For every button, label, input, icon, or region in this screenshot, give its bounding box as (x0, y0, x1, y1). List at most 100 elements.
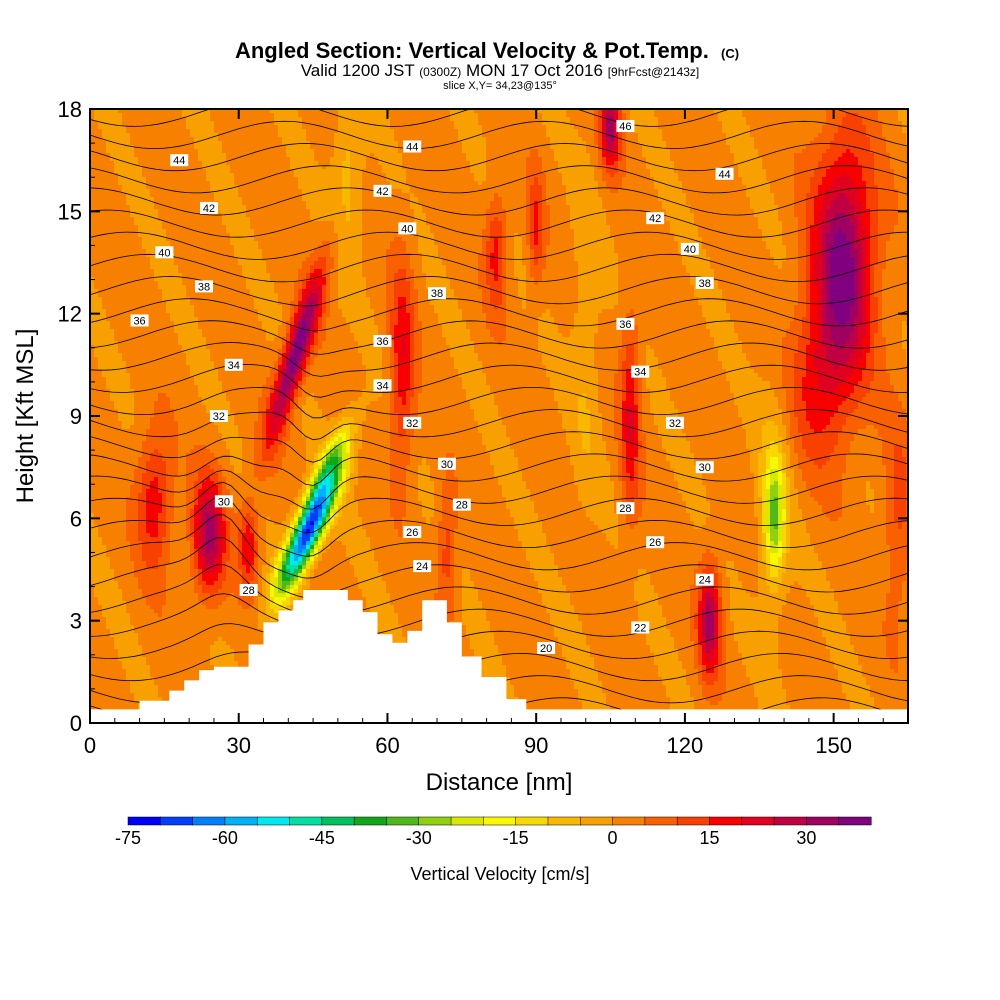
velocity-cell (654, 125, 659, 130)
velocity-cell (358, 169, 363, 174)
velocity-cell (246, 121, 251, 126)
velocity-cell (442, 109, 447, 114)
velocity-cell (222, 117, 227, 122)
velocity-cell (118, 205, 123, 210)
velocity-cell (678, 113, 683, 118)
velocity-cell (266, 157, 271, 162)
velocity-cell (658, 189, 663, 194)
velocity-cell (522, 181, 527, 186)
velocity-cell (262, 117, 267, 122)
velocity-cell (314, 137, 319, 142)
velocity-cell (278, 189, 283, 194)
velocity-cell (306, 161, 311, 166)
velocity-cell (878, 161, 883, 166)
velocity-cell (366, 137, 371, 142)
velocity-cell (618, 173, 623, 178)
velocity-cell (754, 181, 759, 186)
velocity-cell (618, 165, 623, 170)
velocity-cell (714, 133, 719, 138)
velocity-cell (254, 193, 259, 198)
velocity-cell (418, 193, 423, 198)
velocity-cell (754, 197, 759, 202)
velocity-cell (210, 129, 215, 134)
velocity-cell (578, 153, 583, 158)
velocity-cell (742, 149, 747, 154)
velocity-cell (854, 141, 859, 146)
velocity-cell (394, 201, 399, 206)
velocity-cell (482, 129, 487, 134)
velocity-cell (262, 145, 267, 150)
velocity-cell (238, 185, 243, 190)
velocity-cell (538, 193, 543, 198)
velocity-cell (614, 153, 619, 158)
velocity-cell (782, 177, 787, 182)
velocity-cell (542, 141, 547, 146)
velocity-cell (586, 157, 591, 162)
velocity-cell (278, 181, 283, 186)
velocity-cell (186, 185, 191, 190)
velocity-cell (518, 185, 523, 190)
velocity-cell (442, 185, 447, 190)
velocity-cell (194, 109, 199, 114)
velocity-cell (798, 109, 803, 114)
velocity-cell (814, 153, 819, 158)
velocity-cell (714, 109, 719, 114)
velocity-cell (522, 153, 527, 158)
velocity-cell (858, 169, 863, 174)
velocity-cell (686, 169, 691, 174)
velocity-cell (630, 161, 635, 166)
velocity-cell (182, 201, 187, 206)
velocity-cell (554, 117, 559, 122)
velocity-cell (290, 141, 295, 146)
velocity-cell (706, 117, 711, 122)
velocity-cell (498, 197, 503, 202)
velocity-cell (602, 189, 607, 194)
velocity-cell (886, 121, 891, 126)
velocity-cell (582, 137, 587, 142)
velocity-cell (786, 109, 791, 114)
velocity-cell (146, 185, 151, 190)
velocity-cell (314, 197, 319, 202)
velocity-cell (358, 205, 363, 210)
velocity-cell (834, 129, 839, 134)
velocity-cell (498, 113, 503, 118)
velocity-cell (806, 145, 811, 150)
velocity-cell (190, 145, 195, 150)
velocity-cell (354, 149, 359, 154)
velocity-cell (642, 153, 647, 158)
velocity-cell (258, 141, 263, 146)
velocity-cell (198, 181, 203, 186)
velocity-cell (714, 185, 719, 190)
velocity-cell (750, 109, 755, 114)
velocity-cell (602, 185, 607, 190)
velocity-cell (530, 197, 535, 202)
velocity-cell (362, 133, 367, 138)
velocity-cell (90, 193, 95, 198)
velocity-cell (578, 169, 583, 174)
velocity-cell (178, 189, 183, 194)
velocity-cell (898, 173, 903, 178)
velocity-cell (650, 149, 655, 154)
velocity-cell (470, 141, 475, 146)
velocity-cell (106, 121, 111, 126)
velocity-cell (338, 141, 343, 146)
velocity-cell (370, 109, 375, 114)
velocity-cell (526, 201, 531, 206)
velocity-cell (154, 117, 159, 122)
velocity-cell (858, 141, 863, 146)
velocity-cell (702, 113, 707, 118)
velocity-cell (798, 141, 803, 146)
velocity-cell (190, 205, 195, 210)
velocity-cell (174, 109, 179, 114)
velocity-cell (710, 121, 715, 126)
velocity-cell (834, 149, 839, 154)
velocity-cell (210, 169, 215, 174)
velocity-cell (618, 153, 623, 158)
velocity-cell (178, 181, 183, 186)
velocity-cell (902, 109, 907, 114)
velocity-cell (290, 153, 295, 158)
velocity-cell (530, 125, 535, 130)
velocity-cell (310, 157, 315, 162)
velocity-cell (678, 133, 683, 138)
velocity-cell (574, 145, 579, 150)
